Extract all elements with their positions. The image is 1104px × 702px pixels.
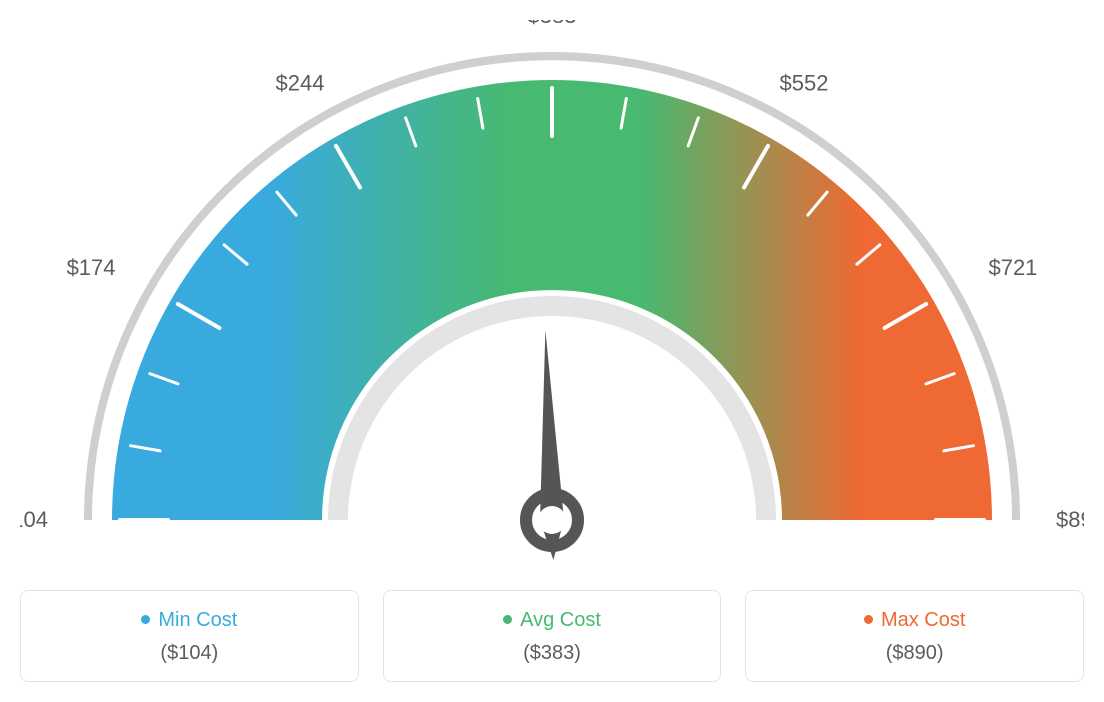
legend-value-max: ($890) (756, 642, 1073, 665)
legend-value-min: ($104) (31, 642, 348, 665)
legend-label-min: Min Cost (31, 609, 348, 632)
svg-text:$890: $890 (1056, 507, 1084, 532)
svg-text:$383: $383 (528, 20, 577, 28)
dot-max (864, 615, 873, 624)
legend-label-max: Max Cost (756, 609, 1073, 632)
cost-gauge-chart: $104 $174 $244 $383 $552 $721 $890 Min Cost ($… (20, 20, 1084, 682)
svg-text:$104: $104 (20, 507, 48, 532)
svg-text:$174: $174 (67, 255, 116, 280)
legend-label-max-text: Max Cost (881, 609, 965, 631)
legend-label-avg: Avg Cost (394, 609, 711, 632)
legend-row: Min Cost ($104) Avg Cost ($383) Max Cost… (20, 590, 1084, 682)
gauge-area: $104 $174 $244 $383 $552 $721 $890 (20, 20, 1084, 580)
gauge-svg: $104 $174 $244 $383 $552 $721 $890 (20, 20, 1084, 580)
svg-text:$244: $244 (276, 71, 325, 96)
legend-label-avg-text: Avg Cost (520, 609, 601, 631)
dot-min (141, 615, 150, 624)
dot-avg (503, 615, 512, 624)
legend-card-avg: Avg Cost ($383) (383, 590, 722, 682)
legend-label-min-text: Min Cost (158, 609, 237, 631)
legend-card-min: Min Cost ($104) (20, 590, 359, 682)
legend-value-avg: ($383) (394, 642, 711, 665)
legend-card-max: Max Cost ($890) (745, 590, 1084, 682)
svg-text:$721: $721 (988, 255, 1037, 280)
svg-text:$552: $552 (780, 71, 829, 96)
